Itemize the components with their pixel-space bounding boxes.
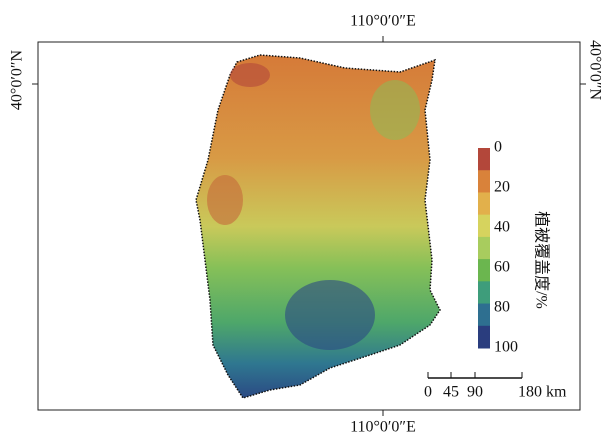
- coord-label: 40°0′0″N: [9, 50, 26, 111]
- legend-swatch: [478, 281, 490, 305]
- legend: 0 20 40 60 80 100: [478, 139, 518, 356]
- legend-tick-label: 100: [494, 339, 518, 356]
- scale-label: 90: [467, 384, 483, 401]
- legend-tick-label: 0: [494, 139, 502, 156]
- legend-swatch: [478, 192, 490, 216]
- map-frame: [37, 41, 581, 411]
- coord-label: 110°0′0″E: [350, 13, 416, 30]
- legend-title: 植被覆盖度/%: [532, 211, 550, 309]
- coord-label: 40°0′0″N: [586, 40, 603, 101]
- legend-swatch: [478, 236, 490, 260]
- patch: [230, 63, 270, 87]
- legend-swatch: [478, 148, 490, 171]
- patch: [285, 280, 375, 350]
- coord-label: 110°0′0″E: [350, 419, 416, 436]
- legend-tick-label: 40: [494, 219, 510, 236]
- scale-bar: 0 45 90 180 km: [424, 372, 567, 401]
- region-boundary: [195, 54, 441, 399]
- scale-label: 45: [443, 384, 459, 401]
- legend-tick-label: 80: [494, 299, 510, 316]
- legend-tick-label: 20: [494, 179, 510, 196]
- study-area: [195, 54, 441, 399]
- legend-swatch: [478, 259, 490, 282]
- legend-swatch: [478, 325, 490, 349]
- patch: [370, 80, 420, 140]
- scale-label: 180 km: [518, 384, 567, 401]
- patch: [207, 175, 243, 225]
- legend-swatch: [478, 303, 490, 327]
- legend-swatch: [478, 170, 490, 193]
- legend-swatch: [478, 214, 490, 238]
- legend-tick-label: 60: [494, 259, 510, 276]
- scale-label: 0: [424, 384, 432, 401]
